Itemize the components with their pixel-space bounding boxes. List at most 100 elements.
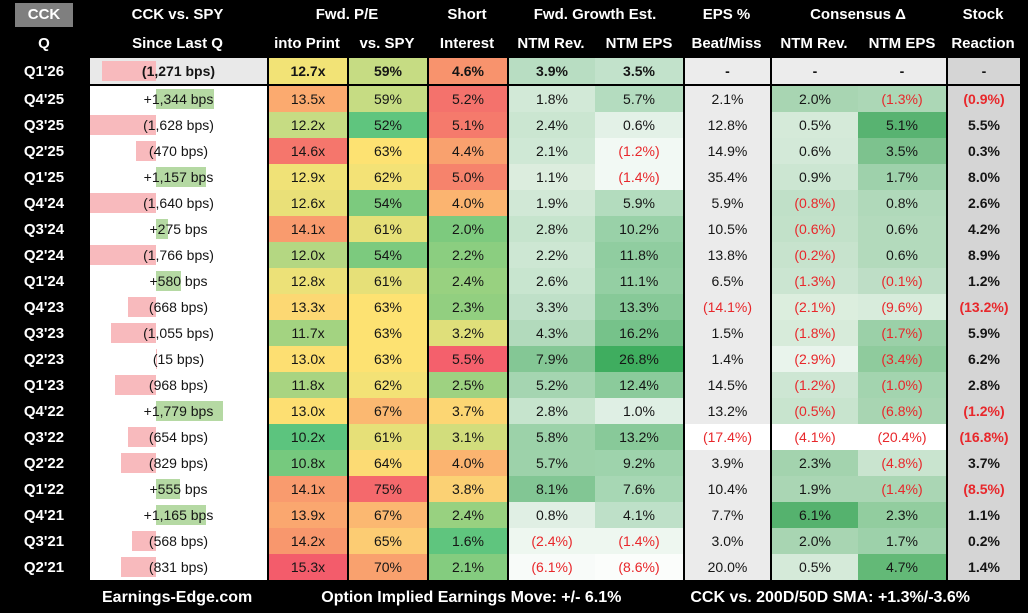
cell-growth-ntm-rev: 3.9% (507, 58, 595, 84)
cell-eps-beat-miss: 7.7% (683, 502, 770, 528)
cell-fwd-pe-vs-spy: 65% (347, 528, 427, 554)
table-row: Q4'23 (668 bps) 13.3x 63% 2.3% 3.3% 13.3% (14.1… (0, 294, 1028, 320)
cell-stock-reaction: (1.2%) (946, 398, 1020, 424)
footer-site-link[interactable]: Earnings-Edge.com (102, 588, 253, 606)
cell-fwd-pe-vs-spy: 67% (347, 502, 427, 528)
cell-eps-beat-miss: 20.0% (683, 554, 770, 580)
cell-growth-ntm-eps: 11.8% (595, 242, 683, 268)
cell-stock-reaction: 4.2% (946, 216, 1020, 242)
table-row: Q2'21 (831 bps) 15.3x 70% 2.1% (6.1%) (8.6%) 20… (0, 554, 1028, 580)
cell-eps-beat-miss: 10.4% (683, 476, 770, 502)
positive-bps-bar (156, 219, 169, 239)
cell-stock-reaction: 0.2% (946, 528, 1020, 554)
cell-consensus-ntm-eps: (0.1%) (858, 268, 946, 294)
cell-short-interest: 5.0% (427, 164, 507, 190)
header-group-eps-pct: EPS % (702, 6, 751, 23)
cell-fwd-pe-into-print: 12.2x (267, 112, 347, 138)
since-last-q-value: (831 bps) (148, 559, 209, 575)
cell-fwd-pe-into-print: 12.7x (267, 58, 347, 84)
cell-consensus-ntm-rev: 2.3% (770, 450, 858, 476)
cell-fwd-pe-into-print: 14.1x (267, 476, 347, 502)
cell-eps-beat-miss: 3.9% (683, 450, 770, 476)
cell-stock-reaction: (13.2%) (946, 294, 1020, 320)
cell-short-interest: 5.2% (427, 86, 507, 112)
cell-since-last-q: (470 bps) (88, 138, 267, 164)
cell-consensus-ntm-eps: 3.5% (858, 138, 946, 164)
table-row: Q4'22 +1,779 bps 13.0x 67% 3.7% 2.8% 1.0% 13.2%… (0, 398, 1028, 424)
subheader-consensus-ntm-rev: NTM Rev. (780, 35, 848, 52)
cell-growth-ntm-eps: (1.2%) (595, 138, 683, 164)
cell-fwd-pe-vs-spy: 61% (347, 268, 427, 294)
cell-stock-reaction: 0.3% (946, 138, 1020, 164)
cell-stock-reaction: 6.2% (946, 346, 1020, 372)
since-last-q-value: (668 bps) (148, 299, 209, 315)
header-group-short: Short (447, 6, 487, 23)
table-row: Q3'21 (568 bps) 14.2x 65% 1.6% (2.4%) (1.4%) 3.… (0, 528, 1028, 554)
cell-since-last-q: (654 bps) (88, 424, 267, 450)
subheader-into-print: into Print (274, 35, 340, 52)
since-last-q-value: (1,055 bps) (143, 325, 214, 341)
cell-growth-ntm-eps: 4.1% (595, 502, 683, 528)
cell-eps-beat-miss: - (683, 58, 770, 84)
cell-growth-ntm-eps: 13.2% (595, 424, 683, 450)
negative-bps-bar (90, 193, 157, 213)
subheader-consensus-ntm-eps: NTM EPS (868, 35, 936, 52)
header-group-fwd-growth-est: Fwd. Growth Est. (533, 6, 657, 23)
cell-growth-ntm-eps: 9.2% (595, 450, 683, 476)
cell-growth-ntm-rev: 5.7% (507, 450, 595, 476)
footer-sma: CCK vs. 200D/50D SMA: +1.3%/-3.6% (690, 588, 970, 606)
table-row: Q3'24 +275 bps 14.1x 61% 2.0% 2.8% 10.2% 10.5%(… (0, 216, 1028, 242)
cell-eps-beat-miss: 5.9% (683, 190, 770, 216)
header-group-stock: Stock (962, 6, 1004, 23)
cell-short-interest: 2.1% (427, 554, 507, 580)
cell-consensus-ntm-rev: (0.5%) (770, 398, 858, 424)
cell-fwd-pe-vs-spy: 67% (347, 398, 427, 424)
cell-stock-reaction: 1.1% (946, 502, 1020, 528)
cell-growth-ntm-rev: 5.2% (507, 372, 595, 398)
cell-since-last-q: (1,628 bps) (88, 112, 267, 138)
cell-consensus-ntm-rev: (1.2%) (770, 372, 858, 398)
table-row: Q4'24 (1,640 bps) 12.6x 54% 4.0% 1.9% 5.9% 5.9%… (0, 190, 1028, 216)
cell-consensus-ntm-eps: 1.7% (858, 528, 946, 554)
cell-consensus-ntm-eps: (4.8%) (858, 450, 946, 476)
since-last-q-value: +1,779 bps (143, 403, 214, 419)
cell-consensus-ntm-rev: (2.1%) (770, 294, 858, 320)
cell-fwd-pe-vs-spy: 59% (347, 86, 427, 112)
cell-growth-ntm-eps: (8.6%) (595, 554, 683, 580)
positive-bps-bar (156, 271, 182, 291)
cell-fwd-pe-vs-spy: 54% (347, 190, 427, 216)
cell-fwd-pe-into-print: 12.8x (267, 268, 347, 294)
cell-growth-ntm-rev: 2.1% (507, 138, 595, 164)
table-row: Q2'22 (829 bps) 10.8x 64% 4.0% 5.7% 9.2% 3.9% 2.… (0, 450, 1028, 476)
cell-growth-ntm-rev: 2.2% (507, 242, 595, 268)
cell-consensus-ntm-rev: 2.0% (770, 86, 858, 112)
cell-quarter: Q4'22 (0, 398, 88, 424)
cell-quarter: Q4'23 (0, 294, 88, 320)
negative-bps-bar (155, 349, 157, 369)
cell-growth-ntm-eps: 7.6% (595, 476, 683, 502)
table-row: Q1'22 +555 bps 14.1x 75% 3.8% 8.1% 7.6% 10.4% 1.… (0, 476, 1028, 502)
cell-fwd-pe-vs-spy: 70% (347, 554, 427, 580)
cell-consensus-ntm-rev: (0.6%) (770, 216, 858, 242)
cell-growth-ntm-rev: (6.1%) (507, 554, 595, 580)
cell-consensus-ntm-rev: (1.3%) (770, 268, 858, 294)
table-row: Q1'24 +580 bps 12.8x 61% 2.4% 2.6% 11.1% 6.5% (1… (0, 268, 1028, 294)
cell-fwd-pe-vs-spy: 75% (347, 476, 427, 502)
cell-growth-ntm-eps: 0.6% (595, 112, 683, 138)
cell-eps-beat-miss: 3.0% (683, 528, 770, 554)
cell-quarter: Q2'21 (0, 554, 88, 580)
since-last-q-value: (654 bps) (148, 429, 209, 445)
cell-stock-reaction: (8.5%) (946, 476, 1020, 502)
since-last-q-value: (15 bps) (152, 351, 205, 367)
cell-consensus-ntm-eps: 1.7% (858, 164, 946, 190)
cell-fwd-pe-into-print: 12.0x (267, 242, 347, 268)
cell-growth-ntm-rev: (2.4%) (507, 528, 595, 554)
negative-bps-bar (120, 453, 157, 473)
cell-short-interest: 3.8% (427, 476, 507, 502)
cell-eps-beat-miss: 1.4% (683, 346, 770, 372)
cell-consensus-ntm-eps: (20.4%) (858, 424, 946, 450)
since-last-q-value: (1,628 bps) (143, 117, 214, 133)
cell-consensus-ntm-eps: (1.0%) (858, 372, 946, 398)
subheader-pe-vs-spy: vs. SPY (359, 35, 415, 52)
cell-eps-beat-miss: (17.4%) (683, 424, 770, 450)
